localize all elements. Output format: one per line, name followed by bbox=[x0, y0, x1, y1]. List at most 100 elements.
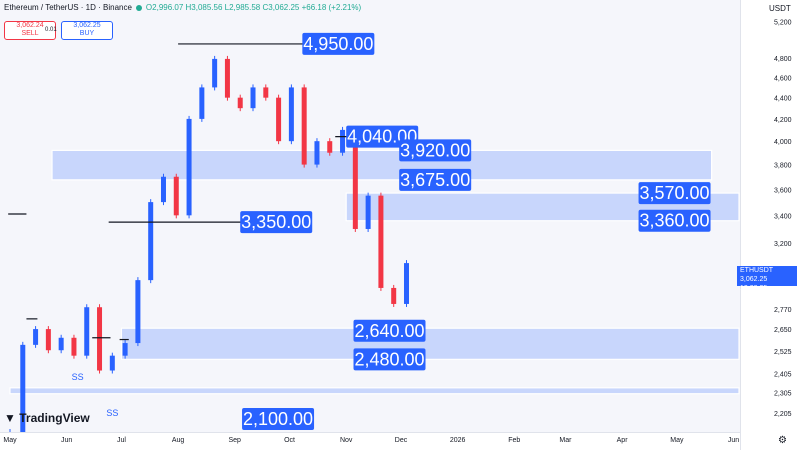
ohlc-values: O2,996.07 H3,085.56 L2,985.58 C3,062.25 … bbox=[145, 3, 362, 12]
callout-label-3: 3,675.00 bbox=[400, 170, 470, 190]
zone-rect-1 bbox=[120, 327, 740, 360]
last-price-tag: ETHUSDT 3,062.25 12:38:25 bbox=[737, 266, 797, 292]
candle-body-20 bbox=[263, 87, 269, 98]
price-tick-13: 2,525 bbox=[774, 349, 792, 356]
time-tick-2: Jul bbox=[116, 437, 126, 444]
candle-body-29 bbox=[378, 195, 384, 288]
spread-value: 0.01 bbox=[45, 27, 57, 33]
symbol-title[interactable]: Ethereum / TetherUS · 1D · Binance bbox=[4, 3, 132, 12]
tradingview-logo: ▼ TradingView bbox=[4, 411, 90, 425]
price-callout-5: 3,360.00 bbox=[638, 209, 711, 232]
symbol-header: Ethereum / TetherUS · 1D · Binance O2,99… bbox=[4, 3, 361, 12]
candle-body-1 bbox=[20, 344, 26, 432]
time-axis[interactable]: May Jun Jul Aug Sep Oct Nov Dec 2026 Feb Mar Apr May… bbox=[0, 432, 740, 451]
settings-gear-icon[interactable]: ⚙ bbox=[778, 435, 787, 446]
candle-body-17 bbox=[224, 58, 230, 98]
last-price-ticker: ETHUSDT bbox=[740, 267, 774, 274]
callout-box-3 bbox=[399, 168, 472, 191]
candle-body-5 bbox=[71, 337, 77, 356]
candle-body-15 bbox=[199, 87, 205, 119]
candle-body-9 bbox=[122, 343, 128, 356]
time-tick-13: Jun bbox=[727, 437, 740, 444]
price-tick-9: 3,200 bbox=[774, 241, 792, 248]
price-tick-12: 2,650 bbox=[774, 327, 792, 334]
callout-box-7 bbox=[353, 319, 426, 342]
time-tick-10: Mar bbox=[559, 437, 572, 444]
candle-body-28 bbox=[365, 195, 371, 229]
candle-body-16 bbox=[212, 58, 218, 88]
candle-body-3 bbox=[45, 329, 51, 351]
candle-body-6 bbox=[84, 307, 90, 356]
price-callout-9: 2,100.00 bbox=[242, 408, 315, 430]
time-tick-5: Oct bbox=[284, 437, 295, 444]
time-tick-7: Dec bbox=[394, 437, 408, 444]
candle-body-27 bbox=[352, 129, 358, 229]
candle-body-21 bbox=[276, 97, 282, 142]
market-open-dot bbox=[135, 4, 142, 11]
callout-box-9 bbox=[242, 408, 315, 430]
time-tick-3: Aug bbox=[171, 437, 185, 444]
callout-box-0 bbox=[302, 32, 375, 55]
callout-box-5 bbox=[638, 209, 711, 232]
price-tick-4: 4,200 bbox=[774, 117, 792, 124]
price-chart[interactable]: SSSS4,950.004,040.003,920.003,675.003,57… bbox=[0, 0, 740, 432]
candle-body-7 bbox=[97, 307, 103, 371]
callout-label-8: 2,480.00 bbox=[354, 349, 424, 369]
time-tick-11: Apr bbox=[616, 437, 628, 444]
callout-box-8 bbox=[353, 348, 426, 371]
candle-body-23 bbox=[301, 87, 307, 165]
candle-body-26 bbox=[340, 129, 346, 153]
candle-body-10 bbox=[135, 280, 141, 344]
price-scale[interactable]: USDT 5,200 4,800 4,600 4,400 4,200 4,000 3,800… bbox=[740, 0, 800, 450]
callout-label-2: 3,920.00 bbox=[400, 140, 470, 160]
price-callout-6: 3,350.00 bbox=[240, 211, 313, 234]
time-tick-12: May bbox=[670, 437, 684, 444]
callout-box-2 bbox=[399, 139, 472, 162]
price-tick-0: 5,200 bbox=[774, 19, 792, 26]
sell-button[interactable]: 3,062.24 SELL bbox=[4, 21, 56, 40]
time-tick-0: May bbox=[3, 437, 17, 444]
candle-body-31 bbox=[403, 263, 409, 304]
buy-price: 3,062.25 bbox=[73, 22, 101, 29]
callout-label-5: 3,360.00 bbox=[640, 211, 710, 231]
price-tick-3: 4,400 bbox=[774, 96, 792, 103]
time-tick-1: Jun bbox=[60, 437, 73, 444]
chart-plot-area[interactable]: SS SS 4,950.00 4,040.00 3,920.00 3,675.00 3,57… bbox=[0, 0, 740, 432]
candle-body-24 bbox=[314, 141, 320, 165]
price-tick-5: 4,000 bbox=[774, 139, 792, 146]
currency-label[interactable]: USDT bbox=[769, 4, 791, 13]
callout-label-0: 4,950.00 bbox=[303, 34, 373, 54]
price-callout-2: 3,920.00 bbox=[399, 139, 472, 162]
candle-body-25 bbox=[327, 141, 333, 153]
candle-body-2 bbox=[33, 329, 39, 345]
sell-label: SELL bbox=[21, 30, 39, 37]
buy-label: BUY bbox=[79, 30, 95, 37]
marker-label-1: SS bbox=[106, 408, 118, 418]
time-tick-8: 2026 bbox=[449, 437, 466, 444]
candle-body-8 bbox=[109, 355, 115, 371]
price-tick-16: 2,205 bbox=[774, 411, 792, 418]
time-tick-4: Sep bbox=[228, 437, 241, 444]
price-tick-6: 3,800 bbox=[774, 163, 792, 170]
callout-label-9: 2,100.00 bbox=[243, 409, 313, 429]
price-tick-11: 2,770 bbox=[774, 307, 792, 314]
price-tick-2: 4,600 bbox=[774, 75, 792, 82]
price-callout-7: 2,640.00 bbox=[353, 319, 426, 342]
price-tick-labels: 5,200 4,800 4,600 4,400 4,200 4,000 3,800 3,600… bbox=[774, 19, 792, 418]
candle-body-12 bbox=[160, 176, 166, 203]
price-callout-8: 2,480.00 bbox=[353, 348, 426, 371]
candle-body-4 bbox=[58, 337, 64, 351]
buy-button[interactable]: 3,062.25 BUY bbox=[61, 21, 113, 40]
callout-label-6: 3,350.00 bbox=[241, 212, 311, 232]
price-tick-15: 2,305 bbox=[774, 391, 792, 398]
price-callout-0: 4,950.00 bbox=[302, 32, 375, 55]
zone-rect-0 bbox=[9, 387, 740, 395]
candle-body-30 bbox=[391, 287, 397, 304]
callout-box-6 bbox=[240, 211, 313, 234]
callout-label-7: 2,640.00 bbox=[354, 321, 424, 341]
price-tick-14: 2,405 bbox=[774, 371, 792, 378]
time-tick-6: Nov bbox=[339, 437, 353, 444]
candle-body-14 bbox=[186, 118, 192, 216]
tv-logo-icon: ▼ bbox=[4, 411, 16, 425]
price-tick-8: 3,400 bbox=[774, 213, 792, 220]
